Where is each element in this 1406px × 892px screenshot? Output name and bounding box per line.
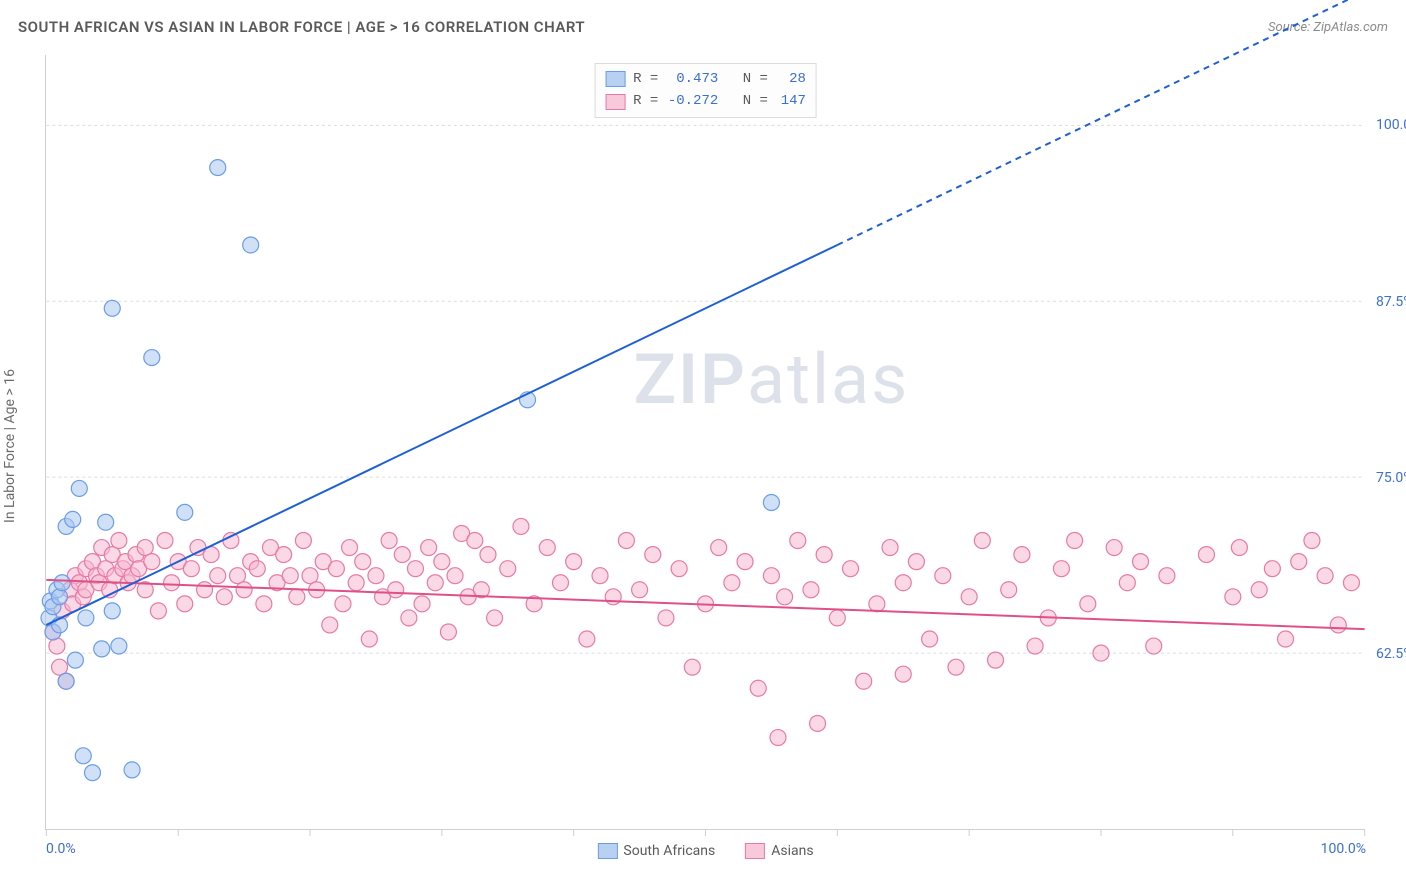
scatter-plot	[46, 55, 1365, 829]
y-tick-label: 75.0%	[1370, 470, 1406, 486]
n-value-1: 28	[776, 68, 806, 90]
swatch-south-africans-icon	[597, 843, 617, 859]
legend-row-series2: R = -0.272 N = 147	[605, 90, 806, 112]
x-tick-label: 100.0%	[1321, 841, 1366, 857]
correlation-legend: R = 0.473 N = 28 R = -0.272 N = 147	[594, 63, 817, 118]
legend-item-asians: Asians	[745, 843, 813, 859]
r-value-1: 0.473	[666, 68, 718, 90]
y-tick-label: 62.5%	[1370, 646, 1406, 662]
y-axis-label: In Labor Force | Age > 16	[2, 369, 18, 523]
r-value-2: -0.272	[666, 90, 718, 112]
source-attribution: Source: ZipAtlas.com	[1268, 20, 1388, 35]
y-tick-label: 100.0%	[1370, 117, 1406, 133]
swatch-south-africans	[605, 71, 625, 87]
header: SOUTH AFRICAN VS ASIAN IN LABOR FORCE | …	[18, 18, 1388, 36]
n-value-2: 147	[776, 90, 806, 112]
legend-item-south-africans: South Africans	[597, 843, 715, 859]
plot-area: ZIPatlas R = 0.473 N = 28 R = -0.272 N =…	[45, 55, 1365, 830]
legend-row-series1: R = 0.473 N = 28	[605, 68, 806, 90]
swatch-asians-icon	[745, 843, 765, 859]
swatch-asians	[605, 94, 625, 110]
x-tick-label: 0.0%	[46, 841, 76, 857]
chart-title: SOUTH AFRICAN VS ASIAN IN LABOR FORCE | …	[18, 18, 585, 36]
y-tick-label: 87.5%	[1370, 294, 1406, 310]
series-legend: South Africans Asians	[597, 843, 813, 859]
